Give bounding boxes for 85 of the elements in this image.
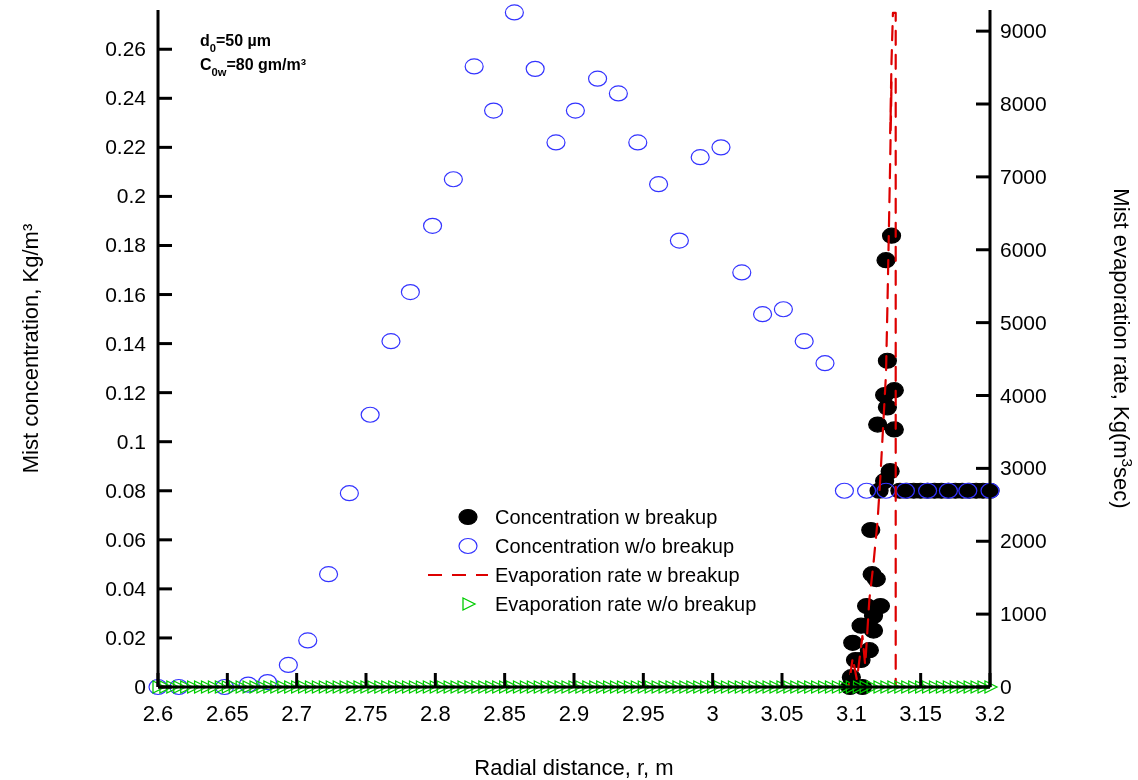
y-tick-label: 0.26: [105, 37, 146, 61]
point: [339, 485, 359, 502]
point: [884, 382, 904, 399]
point: [381, 333, 401, 350]
y2-tick-label: 1000: [1000, 602, 1047, 626]
y-tick-label: 0.18: [105, 233, 146, 257]
point: [669, 232, 689, 249]
point: [843, 634, 863, 651]
point: [504, 4, 524, 21]
y-tick-label: 0.24: [105, 86, 147, 110]
y-tick-label: 0.04: [105, 576, 147, 600]
y-axis-title: Mist concentration, Kg/m³: [18, 223, 43, 474]
y2-tick-label: 7000: [1000, 164, 1047, 188]
y-tick-label: 0.2: [116, 184, 146, 208]
point: [752, 306, 773, 323]
y-tick-label: 0.22: [105, 135, 146, 159]
point: [711, 139, 731, 156]
x-tick-label: 3.2: [974, 701, 1006, 726]
point: [238, 676, 258, 693]
y-tick-label: 0.16: [105, 282, 146, 306]
y2-tick-label: 8000: [1000, 92, 1047, 116]
y-tick-label: 0.14: [105, 331, 147, 355]
y2-tick-label: 4000: [1000, 383, 1047, 407]
point: [587, 70, 608, 87]
point: [169, 678, 189, 696]
point: [483, 102, 504, 119]
point: [876, 252, 896, 269]
x-tick-label: 2.8: [420, 701, 451, 726]
point: [773, 301, 793, 318]
point: [214, 678, 235, 696]
y2-tick-label: 5000: [1000, 310, 1047, 334]
x-tick-label: 3: [706, 701, 719, 726]
point: [360, 406, 380, 423]
x-tick-label: 3.05: [760, 701, 804, 726]
point: [148, 678, 168, 696]
point: [422, 217, 443, 234]
point: [690, 149, 710, 166]
legend-label: Concentration w/o breakup: [495, 535, 735, 557]
y-tick-label: 0.08: [105, 478, 146, 502]
legend-label: Evaporation rate w/o breakup: [495, 593, 757, 615]
x-tick-label: 3.15: [899, 701, 943, 726]
annotation: C$_{0w}$=80 gm/m³: [200, 56, 307, 78]
point: [868, 416, 888, 433]
point: [525, 60, 545, 77]
x-tick-label: 2.65: [205, 701, 249, 726]
x-tick-label: 2.75: [344, 701, 388, 726]
point: [794, 333, 814, 350]
point: [608, 85, 628, 102]
y2-tick-label: 6000: [1000, 237, 1047, 261]
point: [628, 134, 648, 151]
point: [815, 355, 835, 372]
x-tick-label: 2.85: [483, 701, 527, 726]
y2-tick-label: 3000: [1000, 456, 1047, 480]
y-tick-label: 0.02: [105, 625, 146, 649]
x-tick-label: 2.6: [142, 701, 174, 726]
y-tick-label: 0: [134, 675, 146, 698]
y-tick-label: 0.06: [105, 527, 146, 551]
legend-label: Evaporation rate w breakup: [495, 564, 740, 586]
y2-tick-label: 0: [1000, 675, 1012, 698]
y2-tick-label: 9000: [1000, 19, 1047, 43]
point: [278, 656, 298, 674]
point: [443, 171, 463, 188]
x-axis-title: Radial distance, r, m: [474, 755, 674, 780]
point: [876, 482, 896, 499]
y2-tick-label: 2000: [1000, 529, 1047, 553]
point: [546, 134, 566, 151]
x-tick-label: 3.1: [836, 701, 867, 726]
x-tick-label: 2.95: [621, 701, 665, 726]
y-tick-label: 0.12: [105, 380, 146, 404]
point: [732, 264, 752, 281]
x-tick-label: 2.9: [558, 701, 590, 726]
point: [298, 632, 318, 649]
point: [318, 566, 339, 583]
annotation: d$_{0}$=50 µm: [200, 32, 272, 54]
point: [834, 482, 854, 499]
point: [856, 482, 877, 499]
y-tick-label: 0.1: [116, 429, 146, 453]
point: [464, 58, 484, 75]
point: [884, 421, 904, 438]
point: [565, 102, 585, 119]
x-tick-label: 2.7: [281, 701, 312, 726]
legend-label: Concentration w breakup: [495, 506, 718, 528]
point: [648, 176, 669, 193]
point: [400, 283, 420, 301]
point: [870, 597, 891, 615]
